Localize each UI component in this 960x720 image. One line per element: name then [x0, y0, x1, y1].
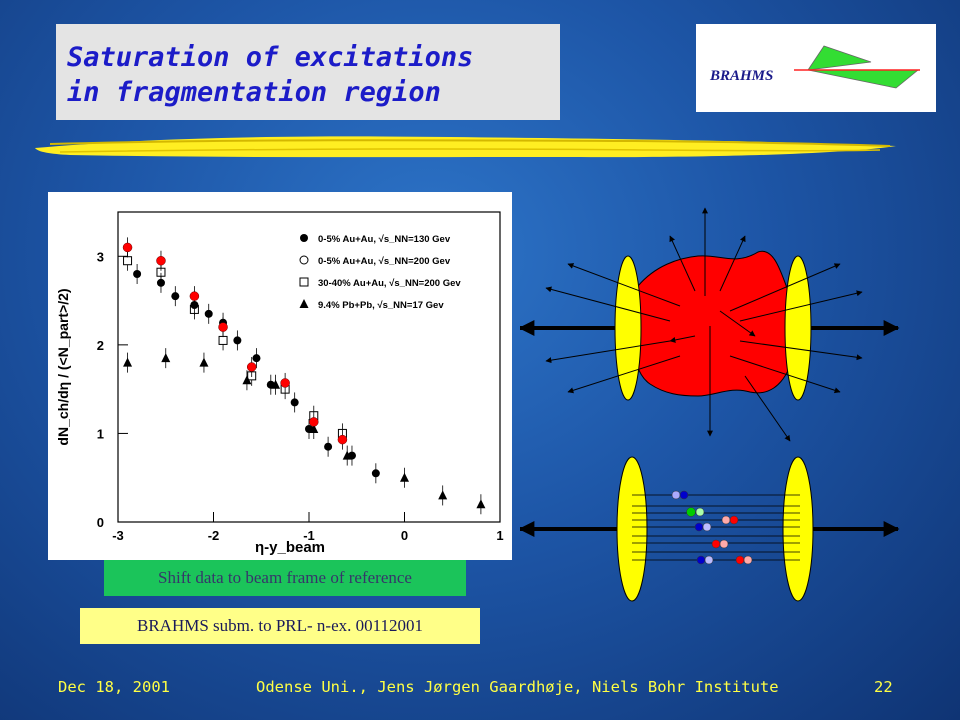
- y-tick-label: 0: [97, 515, 104, 530]
- shift-caption: Shift data to beam frame of reference: [104, 560, 466, 596]
- dn-deta-chart: -3 -2 -1 0 1 0 1 2 3 0-5% Au+Au, √s_NN=130 Gev 0-…: [55, 211, 504, 556]
- legend-entry: 9.4% Pb+Pb, √s_NN=17 Gev: [318, 300, 444, 311]
- data-point: [171, 292, 180, 301]
- yellow-divider-stroke: [35, 136, 896, 158]
- brahms-logo-icon: BRAHMS: [709, 45, 920, 89]
- data-point: [266, 380, 275, 389]
- data-point: [309, 417, 319, 427]
- brahms-logo: BRAHMS: [696, 24, 936, 112]
- footer-author: Odense Uni., Jens Jørgen Gaardhøje, Niel…: [256, 678, 779, 696]
- nucleus-right-ellipse: [784, 255, 812, 401]
- collision-diagram: [520, 207, 900, 602]
- data-point: [218, 322, 228, 332]
- data-point: [189, 291, 200, 301]
- nucleus-left-lower-ellipse: [616, 456, 648, 602]
- legend-marker: [299, 277, 309, 287]
- data-point: [252, 354, 261, 363]
- legend-marker: [300, 234, 308, 242]
- data-point: [280, 378, 290, 388]
- legend-marker: [299, 255, 309, 265]
- x-tick-label: -1: [303, 528, 315, 543]
- y-tick-label: 3: [97, 249, 104, 264]
- y-tick-label: 1: [97, 426, 104, 441]
- data-point: [156, 255, 166, 266]
- data-point: [347, 451, 356, 460]
- x-tick-label: -3: [112, 528, 124, 543]
- data-point: [290, 398, 299, 407]
- data-point: [123, 357, 133, 367]
- quark-dots: [671, 490, 753, 565]
- y-tick-label: 2: [97, 338, 104, 353]
- plot-panel: -3 -2 -1 0 1 0 1 2 3 0-5% Au+Au, √s_NN=130 Gev 0-…: [48, 192, 512, 560]
- legend-marker: [299, 299, 309, 308]
- legend-entry: 30-40% Au+Au, √s_NN=200 Gev: [318, 278, 461, 289]
- legend-entry: 0-5% Au+Au, √s_NN=200 Gev: [318, 256, 451, 267]
- y-axis-label: dN_ch/dη / (<N_part>/2): [55, 288, 71, 445]
- nucleus-right-lower-ellipse: [782, 456, 814, 602]
- data-point: [199, 357, 209, 367]
- data-point: [324, 442, 333, 451]
- nuclei-passing-scene: [520, 456, 900, 602]
- fireball-shape: [633, 250, 796, 397]
- nucleus-left-ellipse: [614, 255, 642, 401]
- x-tick-label: -2: [208, 528, 220, 543]
- x-tick-label: 0: [401, 528, 408, 543]
- data-point: [204, 309, 213, 318]
- data-point: [133, 270, 142, 278]
- data-point: [122, 242, 133, 253]
- fireball-scene: [520, 207, 900, 442]
- x-axis-label: η-y_beam: [255, 539, 325, 556]
- data-point: [400, 472, 409, 482]
- slide-title-line2: in fragmentation region: [67, 77, 441, 108]
- footer-page-number: 22: [874, 678, 893, 696]
- data-point: [438, 490, 448, 500]
- data-point: [161, 353, 171, 363]
- data-point: [156, 278, 165, 287]
- legend-entry: 0-5% Au+Au, √s_NN=130 Gev: [318, 234, 451, 245]
- data-point: [123, 256, 133, 266]
- data-point: [242, 375, 252, 385]
- data-point: [246, 362, 257, 372]
- data-point: [305, 425, 313, 433]
- x-tick-label: 1: [496, 528, 503, 543]
- logo-text: BRAHMS: [709, 68, 773, 84]
- slide-title: Saturation of excitations in fragmentati…: [56, 24, 560, 120]
- reference-caption: BRAHMS subm. to PRL- n-ex. 00112001: [80, 608, 480, 644]
- data-point: [476, 499, 486, 509]
- slide-title-line1: Saturation of excitations: [67, 42, 474, 73]
- data-point: [218, 335, 228, 345]
- data-point: [337, 434, 348, 445]
- data-point: [233, 336, 242, 345]
- data-point: [371, 469, 380, 478]
- footer-date: Dec 18, 2001: [58, 678, 170, 696]
